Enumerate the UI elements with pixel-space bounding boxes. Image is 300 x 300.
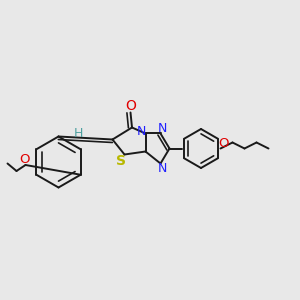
Text: O: O — [125, 99, 136, 113]
Text: H: H — [73, 127, 83, 140]
Text: O: O — [19, 153, 29, 166]
Text: N: N — [136, 124, 146, 138]
Text: S: S — [116, 154, 127, 168]
Text: O: O — [218, 136, 229, 150]
Text: N: N — [157, 122, 167, 136]
Text: N: N — [157, 161, 167, 175]
